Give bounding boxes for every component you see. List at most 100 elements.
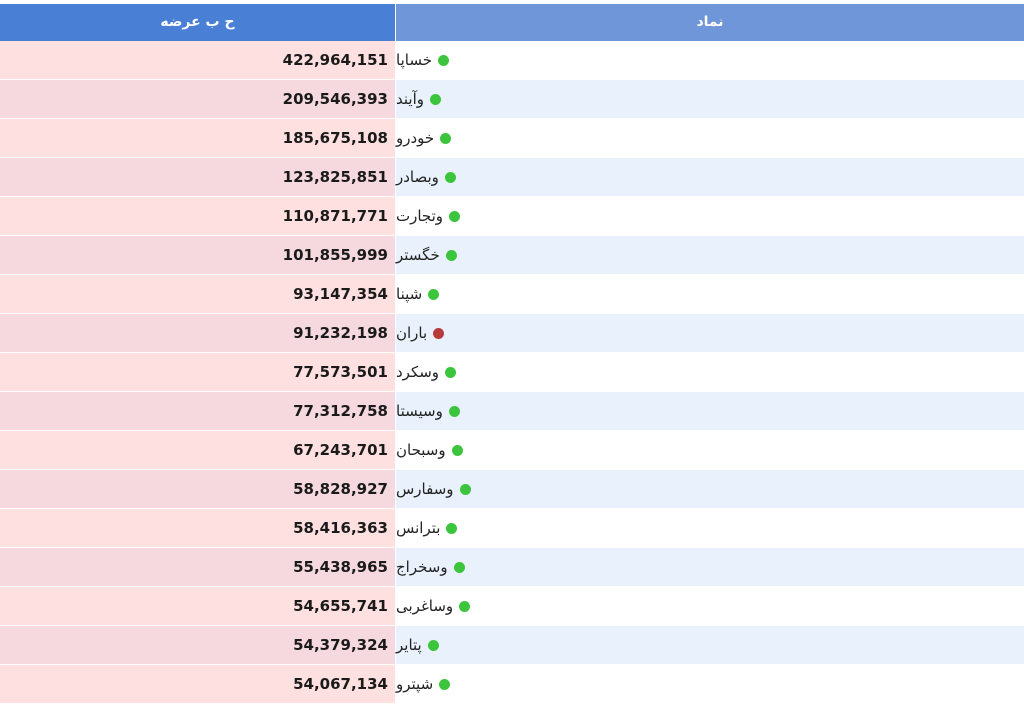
symbol-label[interactable]: باران — [396, 324, 428, 342]
symbol-wrap: وسبحان — [396, 441, 463, 459]
column-header-symbol[interactable]: نماد — [396, 4, 1024, 41]
offer-volume-cell: 54,379,324 — [0, 626, 396, 664]
symbol-cell: شپنا — [396, 275, 1024, 313]
symbol-cell: بترانس — [396, 509, 1024, 547]
symbol-wrap: شپنا — [396, 285, 440, 303]
symbol-label[interactable]: وسکرد — [396, 363, 440, 381]
symbol-label[interactable]: وسیستا — [396, 402, 443, 420]
status-up-dot-icon — [440, 132, 452, 144]
stock-table: ح ب عرضه نماد 422,964,151 خساپا 209,546,39… — [0, 4, 1024, 704]
symbol-cell: خساپا — [396, 41, 1024, 79]
symbol-label[interactable]: وسفارس — [396, 480, 454, 498]
offer-volume-cell: 123,825,851 — [0, 158, 396, 196]
symbol-label[interactable]: بترانس — [396, 519, 441, 537]
symbol-label[interactable]: پتایر — [396, 636, 422, 654]
symbol-wrap: شپترو — [396, 675, 451, 693]
symbol-wrap: باران — [396, 324, 445, 342]
offer-volume-cell: 110,871,771 — [0, 197, 396, 235]
symbol-label[interactable]: وسبحان — [396, 441, 446, 459]
table-row[interactable]: 55,438,965 وسخراج — [0, 548, 1024, 587]
table-row[interactable]: 77,312,758 وسیستا — [0, 392, 1024, 431]
table-row[interactable]: 54,379,324 پتایر — [0, 626, 1024, 665]
symbol-cell: وسفارس — [396, 470, 1024, 508]
symbol-wrap: وسکرد — [396, 363, 457, 381]
status-up-dot-icon — [453, 561, 465, 573]
offer-volume-cell: 58,416,363 — [0, 509, 396, 547]
offer-volume-cell: 55,438,965 — [0, 548, 396, 586]
status-up-dot-icon — [437, 54, 449, 66]
offer-volume-cell: 54,655,741 — [0, 587, 396, 625]
offer-volume-cell: 54,067,134 — [0, 665, 396, 703]
offer-volume-cell: 77,312,758 — [0, 392, 396, 430]
offer-volume-cell: 91,232,198 — [0, 314, 396, 352]
offer-volume-cell: 209,546,393 — [0, 80, 396, 118]
symbol-label[interactable]: وآیند — [396, 90, 424, 108]
symbol-cell: وسبحان — [396, 431, 1024, 469]
status-up-dot-icon — [446, 522, 458, 534]
symbol-cell: وآیند — [396, 80, 1024, 118]
offer-volume-cell: 67,243,701 — [0, 431, 396, 469]
offer-volume-cell: 422,964,151 — [0, 41, 396, 79]
table-row[interactable]: 93,147,354 شپنا — [0, 275, 1024, 314]
symbol-label[interactable]: وتجارت — [396, 207, 444, 225]
symbol-cell: پتایر — [396, 626, 1024, 664]
offer-volume-cell: 93,147,354 — [0, 275, 396, 313]
table-row[interactable]: 54,655,741 وساغربی — [0, 587, 1024, 626]
status-up-dot-icon — [459, 600, 471, 612]
status-up-dot-icon — [445, 249, 457, 261]
symbol-label[interactable]: شپترو — [396, 675, 434, 693]
status-up-dot-icon — [428, 288, 440, 300]
table-row[interactable]: 58,416,363 بترانس — [0, 509, 1024, 548]
offer-volume-cell: 185,675,108 — [0, 119, 396, 157]
symbol-wrap: وسیستا — [396, 402, 460, 420]
symbol-label[interactable]: خودرو — [396, 129, 435, 147]
symbol-label[interactable]: خگستر — [396, 246, 440, 264]
symbol-label[interactable]: وبصادر — [396, 168, 439, 186]
symbol-wrap: وتجارت — [396, 207, 461, 225]
symbol-cell: باران — [396, 314, 1024, 352]
symbol-wrap: وسخراج — [396, 558, 465, 576]
symbol-label[interactable]: وساغربی — [396, 597, 454, 615]
symbol-cell: شپترو — [396, 665, 1024, 703]
table-header: ح ب عرضه نماد — [0, 4, 1024, 41]
symbol-cell: وتجارت — [396, 197, 1024, 235]
status-up-dot-icon — [451, 444, 463, 456]
offer-volume-cell: 101,855,999 — [0, 236, 396, 274]
offer-volume-cell: 77,573,501 — [0, 353, 396, 391]
table-row[interactable]: 54,067,134 شپترو — [0, 665, 1024, 704]
symbol-wrap: خگستر — [396, 246, 457, 264]
table-row[interactable]: 422,964,151 خساپا — [0, 41, 1024, 80]
table-row[interactable]: 185,675,108 خودرو — [0, 119, 1024, 158]
symbol-cell: وسیستا — [396, 392, 1024, 430]
symbol-cell: وساغربی — [396, 587, 1024, 625]
table-row[interactable]: 110,871,771 وتجارت — [0, 197, 1024, 236]
symbol-cell: خودرو — [396, 119, 1024, 157]
symbol-cell: وسکرد — [396, 353, 1024, 391]
table-row[interactable]: 101,855,999 خگستر — [0, 236, 1024, 275]
symbol-label[interactable]: وسخراج — [396, 558, 448, 576]
symbol-cell: وسخراج — [396, 548, 1024, 586]
symbol-wrap: بترانس — [396, 519, 458, 537]
table-row[interactable]: 209,546,393 وآیند — [0, 80, 1024, 119]
table-row[interactable]: 67,243,701 وسبحان — [0, 431, 1024, 470]
symbol-cell: وبصادر — [396, 158, 1024, 196]
symbol-cell: خگستر — [396, 236, 1024, 274]
status-up-dot-icon — [448, 405, 460, 417]
symbol-wrap: خودرو — [396, 129, 452, 147]
table-body: 422,964,151 خساپا 209,546,393 وآیند 185,675,… — [0, 41, 1024, 704]
symbol-label[interactable]: شپنا — [396, 285, 423, 303]
status-up-dot-icon — [427, 639, 439, 651]
symbol-label[interactable]: خساپا — [396, 51, 432, 69]
column-header-offer-volume[interactable]: ح ب عرضه — [0, 4, 396, 41]
table-row[interactable]: 123,825,851 وبصادر — [0, 158, 1024, 197]
symbol-wrap: وآیند — [396, 90, 441, 108]
symbol-wrap: وساغربی — [396, 597, 471, 615]
symbol-wrap: وبصادر — [396, 168, 456, 186]
status-up-dot-icon — [439, 678, 451, 690]
table-row[interactable]: 91,232,198 باران — [0, 314, 1024, 353]
status-up-dot-icon — [430, 93, 441, 105]
status-down-dot-icon — [433, 327, 445, 339]
table-row[interactable]: 58,828,927 وسفارس — [0, 470, 1024, 509]
table-row[interactable]: 77,573,501 وسکرد — [0, 353, 1024, 392]
status-up-dot-icon — [445, 366, 457, 378]
